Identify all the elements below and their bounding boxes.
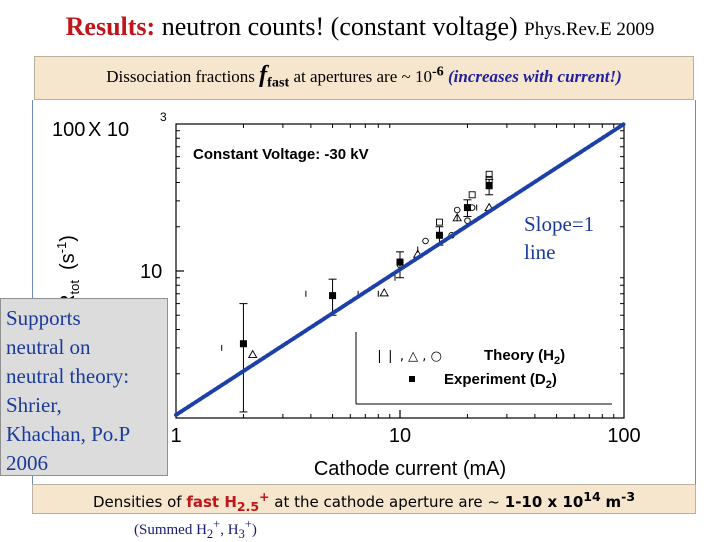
legend-theory-symbols: ❘❘ , △ , ○ bbox=[374, 349, 442, 364]
legend-experiment-text: Experiment (D bbox=[444, 371, 546, 388]
slope-note: Slope=1 line bbox=[524, 210, 594, 266]
bottom-highlight-text: fast H bbox=[186, 493, 237, 511]
bottom-prefix: Densities of bbox=[92, 493, 182, 511]
theory-square-point bbox=[485, 175, 493, 183]
title-highlight: Results: bbox=[65, 12, 156, 41]
left-note-line: 2006 bbox=[6, 451, 48, 475]
left-note-line: Khachan, Po.P bbox=[6, 422, 131, 446]
y-tick-label-100: 100 bbox=[52, 119, 85, 141]
x-tick-label-10: 10 bbox=[389, 425, 411, 447]
bottom-highlight-sub: 2.5 bbox=[236, 499, 260, 514]
bottom-unit-sup: -3 bbox=[621, 489, 636, 504]
experiment-point bbox=[239, 340, 247, 348]
bottom-highlight: fast H2.5+ bbox=[186, 489, 269, 514]
y-tick-label-10: 10 bbox=[140, 261, 162, 283]
chart-frame bbox=[32, 100, 696, 488]
experiment-point bbox=[329, 292, 337, 300]
bottom-value: 1-10 x 1014 bbox=[504, 489, 601, 511]
slope-note-line1: Slope=1 bbox=[524, 212, 595, 236]
footnote-sub-a: 2 bbox=[206, 527, 214, 541]
left-note-box bbox=[0, 298, 168, 476]
banner-subscript: fast bbox=[267, 74, 290, 91]
y-label-unit: (s bbox=[57, 253, 79, 270]
theory-square-point bbox=[435, 218, 443, 226]
footnote-c: ) bbox=[251, 522, 257, 538]
theory-triangle-point bbox=[452, 212, 462, 222]
legend-experiment-label: Experiment (D2) bbox=[444, 371, 557, 391]
slope-one-reference-line bbox=[174, 122, 626, 417]
theory-circle-point bbox=[468, 204, 476, 211]
top-banner-text: Dissociation fractions ffast at aperture… bbox=[34, 62, 694, 91]
legend-theory-close: ) bbox=[560, 347, 565, 364]
left-note-line: Shrier, bbox=[6, 393, 62, 417]
banner-prefix: Dissociation fractions bbox=[106, 67, 255, 86]
y-label-sub: tot bbox=[67, 280, 82, 295]
banner-middle: at apertures are ~ 10 bbox=[293, 67, 432, 86]
theory-circle-point bbox=[453, 206, 461, 214]
x-axis-label: Cathode current (mA) bbox=[314, 458, 506, 480]
x-minor-ticks bbox=[242, 124, 615, 418]
banner-exponent: -6 bbox=[431, 63, 444, 80]
theory-square-point bbox=[468, 191, 476, 199]
x-tick-label-1: 1 bbox=[170, 425, 181, 447]
experiment-point bbox=[435, 231, 443, 239]
y-label-unit-close: ) bbox=[57, 235, 79, 242]
footnote-sup-b: + bbox=[244, 517, 252, 531]
x-tick-label-100: 100 bbox=[607, 425, 640, 447]
footnote: (Summed H2+, H3+) bbox=[134, 517, 257, 542]
bottom-value-sup: 14 bbox=[583, 489, 601, 504]
y-minor-ticks bbox=[176, 130, 624, 375]
theory-triangle-point bbox=[247, 349, 258, 359]
experiment-point bbox=[485, 182, 493, 190]
slope-note-line2: line bbox=[524, 240, 556, 264]
legend-experiment-sub: 2 bbox=[546, 379, 552, 391]
footnote-sup-a: + bbox=[213, 517, 221, 531]
bottom-banner-text: Densities of fast H2.5+ at the cathode a… bbox=[32, 489, 696, 514]
top-banner-box bbox=[34, 56, 694, 100]
experiment-point bbox=[463, 204, 471, 212]
data-marks bbox=[221, 170, 494, 413]
chart-title: Constant Voltage: -30 kV bbox=[193, 146, 369, 163]
theory-circle-point bbox=[422, 237, 429, 245]
y-multiplier-base: X 10 bbox=[88, 119, 129, 141]
banner-emphasis: (increases with current!) bbox=[448, 67, 622, 86]
y-multiplier-exponent: 3 bbox=[160, 110, 167, 124]
left-note-line: neutral theory: bbox=[6, 364, 130, 388]
theory-square-point bbox=[485, 170, 493, 178]
bottom-value-text: 1-10 x 10 bbox=[504, 493, 584, 511]
bottom-middle: at the cathode aperture are ~ bbox=[274, 493, 500, 511]
legend-theory-text: Theory (H bbox=[484, 347, 554, 364]
footnote-b: , H bbox=[220, 522, 239, 538]
bottom-unit: m-3 bbox=[605, 489, 635, 511]
slide-title: Results: neutron counts! (constant volta… bbox=[0, 12, 720, 42]
y-label-unit-exp: -1 bbox=[54, 242, 69, 254]
legend-experiment-close: ) bbox=[552, 371, 557, 388]
footnote-sub-b: 3 bbox=[238, 527, 245, 541]
left-note-line: Supports bbox=[6, 306, 81, 330]
legend-theory-label: Theory (H2) bbox=[484, 347, 565, 367]
title-reference: Phys.Rev.E 2009 bbox=[524, 19, 655, 40]
left-note-line: neutral on bbox=[6, 335, 91, 359]
bottom-highlight-sup: + bbox=[259, 489, 270, 504]
title-main: neutron counts! (constant voltage) bbox=[161, 12, 518, 41]
legend-experiment-marker bbox=[409, 376, 415, 382]
bottom-banner-box bbox=[32, 484, 696, 514]
theory-triangle-point bbox=[379, 287, 389, 297]
legend-theory-sub: 2 bbox=[554, 355, 560, 367]
left-note: Supports neutral on neutral theory: Shri… bbox=[6, 304, 166, 478]
footnote-a: (Summed H bbox=[134, 522, 207, 538]
banner-symbol: f bbox=[259, 62, 268, 88]
bottom-unit-text: m bbox=[605, 493, 622, 511]
